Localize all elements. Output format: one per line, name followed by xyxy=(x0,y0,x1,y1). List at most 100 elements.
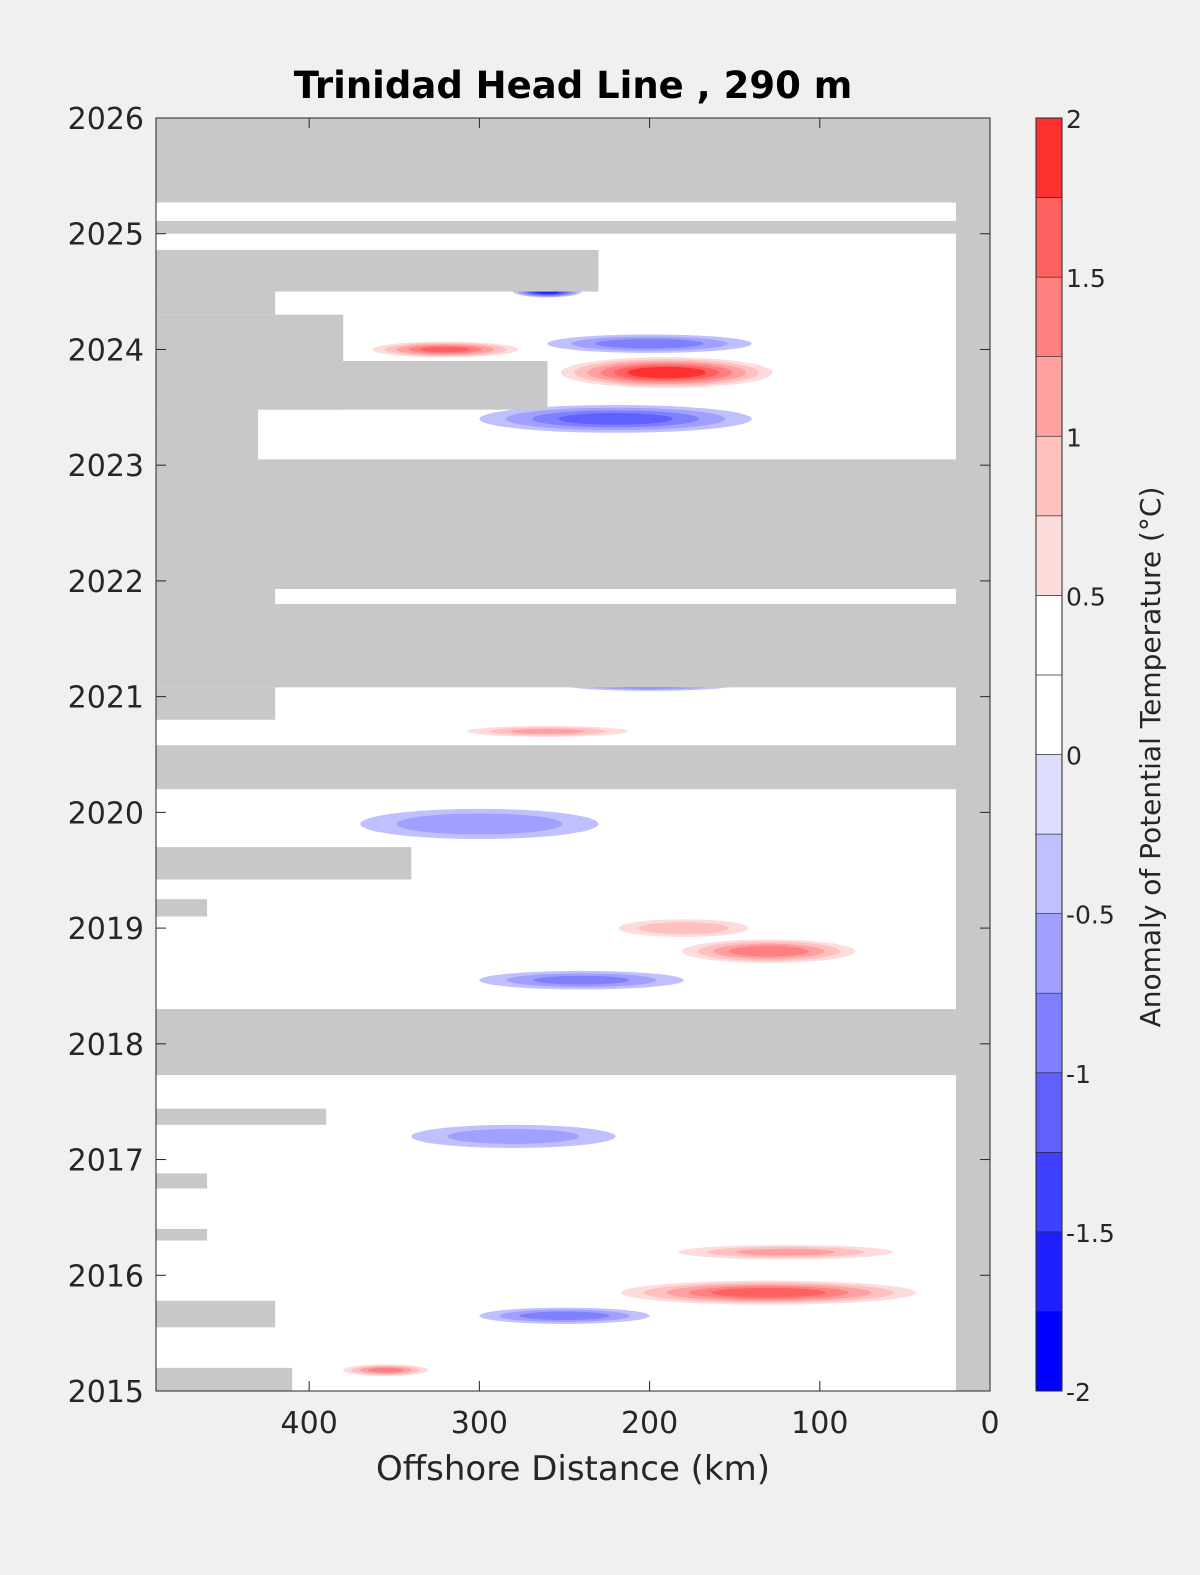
missing-data-band xyxy=(156,1108,327,1125)
colorbar-level xyxy=(1035,197,1063,278)
anomaly-feature xyxy=(479,1307,650,1324)
x-tick-label: 0 xyxy=(980,1406,999,1441)
colorbar-label: Anomaly of Potential Temperature (°C) xyxy=(1134,487,1167,1028)
anomaly-feature xyxy=(598,1278,939,1307)
colorbar-tick-label: -2 xyxy=(1066,1378,1091,1407)
y-tick-label: 2024 xyxy=(68,333,144,368)
anomaly-contour xyxy=(728,945,809,957)
colorbar-tick-label: -1 xyxy=(1066,1060,1091,1089)
missing-data-band xyxy=(156,687,276,720)
colorbar-frame xyxy=(1035,117,1063,1392)
x-tick-label: 300 xyxy=(451,1406,508,1441)
anomaly-contour xyxy=(447,1128,580,1144)
y-tick-label: 2022 xyxy=(68,565,144,600)
colorbar-tick-label: -1.5 xyxy=(1066,1219,1115,1248)
y-tick-label: 2021 xyxy=(68,681,144,716)
missing-data-band xyxy=(156,1228,208,1241)
missing-data-band xyxy=(156,745,990,790)
anomaly-feature xyxy=(547,334,752,353)
x-tick-label: 100 xyxy=(791,1406,848,1441)
anomaly-contour xyxy=(519,1311,610,1321)
missing-data-band xyxy=(156,1173,208,1189)
colorbar-level xyxy=(1035,754,1063,835)
colorbar-tick-label: 0.5 xyxy=(1066,582,1106,611)
chart-title: Trinidad Head Line , 290 m xyxy=(294,64,853,107)
y-tick-label: 2020 xyxy=(68,796,144,831)
y-tick-label: 2023 xyxy=(68,449,144,484)
colorbar-tick-label: -0.5 xyxy=(1066,901,1115,930)
missing-data-band xyxy=(156,1300,276,1328)
missing-data-band xyxy=(156,847,412,880)
colorbar: -2 -1.5 -1 -0.5 0 0.5 1 1.5 2 xyxy=(1035,105,1115,1407)
anomaly-contour xyxy=(533,975,630,985)
anomaly-feature xyxy=(598,916,769,940)
colorbar-level xyxy=(1035,1152,1063,1233)
missing-data-band xyxy=(156,361,548,410)
anomaly-contour xyxy=(736,1248,836,1256)
x-axis-label: Offshore Distance (km) xyxy=(376,1449,770,1489)
anomaly-feature xyxy=(649,1242,922,1262)
colorbar-level xyxy=(1035,356,1063,437)
plot-area: 400 300 200 100 0 2015 2016 2017 2018 2019 2020 202… xyxy=(68,102,1000,1441)
anomaly-feature xyxy=(547,355,786,390)
colorbar-level xyxy=(1035,1231,1063,1312)
y-tick-label: 2025 xyxy=(68,218,144,253)
anomaly-feature xyxy=(479,970,684,990)
anomaly-contour xyxy=(396,813,563,835)
anomaly-contour xyxy=(510,728,585,734)
anomaly-contour xyxy=(368,1367,404,1373)
anomaly-feature xyxy=(445,724,650,739)
y-tick-label: 2018 xyxy=(68,1028,144,1063)
colorbar-tick-label: 2 xyxy=(1066,105,1082,134)
missing-data-band xyxy=(156,459,990,590)
colorbar-level xyxy=(1035,1072,1063,1153)
missing-data-band xyxy=(955,118,990,1391)
missing-data-band xyxy=(156,1367,293,1391)
missing-data-band xyxy=(156,249,599,292)
anomaly-feature xyxy=(360,808,599,839)
anomaly-contour xyxy=(638,921,729,935)
anomaly-contour xyxy=(711,1287,826,1298)
missing-data-band xyxy=(156,899,208,917)
x-tick-label: 400 xyxy=(281,1406,338,1441)
missing-data-band xyxy=(156,291,276,315)
missing-data-band xyxy=(156,1009,990,1076)
colorbar-tick-label: 1.5 xyxy=(1066,264,1106,293)
missing-data-band xyxy=(156,409,259,460)
y-tick-label: 2016 xyxy=(68,1259,144,1294)
anomaly-contour xyxy=(627,366,706,379)
colorbar-level xyxy=(1035,515,1063,596)
colorbar-level xyxy=(1035,1311,1063,1392)
y-tick-label: 2017 xyxy=(68,1144,144,1179)
missing-data-band xyxy=(156,220,956,234)
anomaly-contour xyxy=(420,346,471,353)
anomaly-contour xyxy=(595,338,704,349)
colorbar-level xyxy=(1035,595,1063,676)
missing-data-layer xyxy=(156,118,990,1391)
missing-data-band xyxy=(156,604,956,688)
colorbar-level xyxy=(1035,276,1063,357)
anomaly-contour xyxy=(558,413,673,425)
colorbar-level xyxy=(1035,913,1063,994)
colorbar-level xyxy=(1035,992,1063,1074)
anomaly-feature xyxy=(479,405,752,433)
y-tick-label: 2015 xyxy=(68,1375,144,1410)
colorbar-tick-label: 1 xyxy=(1066,423,1082,452)
y-tick-label: 2026 xyxy=(68,102,144,137)
colorbar-level xyxy=(1035,435,1063,517)
missing-data-band xyxy=(156,118,990,203)
plot-frame xyxy=(155,117,991,1392)
x-tick-label: 200 xyxy=(621,1406,678,1441)
y-tick-label: 2019 xyxy=(68,912,144,947)
anomaly-feature xyxy=(411,1124,616,1148)
anomaly-field xyxy=(334,285,990,1378)
colorbar-level xyxy=(1035,833,1063,914)
colorbar-level xyxy=(1035,674,1063,755)
anomaly-feature xyxy=(360,340,531,359)
anomaly-feature xyxy=(334,1363,437,1378)
anomaly-feature xyxy=(666,937,871,966)
colorbar-tick-label: 0 xyxy=(1066,742,1082,771)
colorbar-level xyxy=(1035,117,1063,198)
